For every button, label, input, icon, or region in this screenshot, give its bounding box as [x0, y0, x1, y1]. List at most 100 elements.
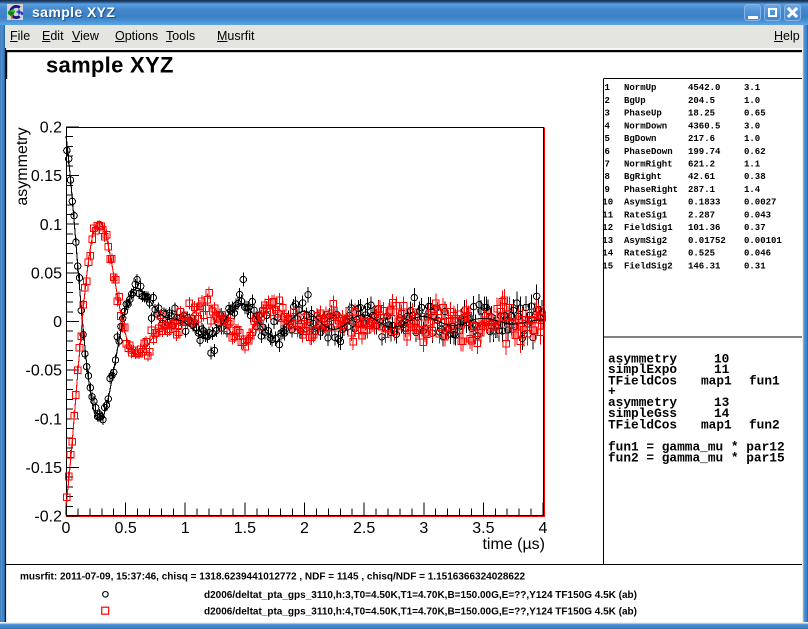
- svg-text:1.0: 1.0: [744, 134, 760, 144]
- svg-text:simpleGss: simpleGss: [608, 406, 677, 421]
- svg-text:BgUp: BgUp: [624, 96, 646, 106]
- svg-text:0.00101: 0.00101: [744, 236, 782, 246]
- svg-text:4: 4: [605, 121, 611, 131]
- svg-text:42.61: 42.61: [688, 172, 716, 182]
- svg-text:3.0: 3.0: [744, 121, 760, 131]
- svg-text:15: 15: [602, 261, 613, 271]
- svg-text:FieldSig2: FieldSig2: [624, 261, 673, 271]
- svg-text:2: 2: [300, 520, 309, 537]
- svg-text:1.1: 1.1: [744, 160, 761, 170]
- svg-text:-0.2: -0.2: [34, 509, 62, 526]
- svg-text:11: 11: [714, 362, 730, 377]
- svg-text:2.287: 2.287: [688, 210, 715, 220]
- svg-text:+: +: [608, 384, 616, 399]
- svg-text:18.25: 18.25: [688, 109, 715, 119]
- svg-text:0.0027: 0.0027: [744, 198, 776, 208]
- svg-text:simplExpo: simplExpo: [608, 362, 677, 377]
- svg-text:AsymSig1: AsymSig1: [624, 198, 668, 208]
- svg-text:204.5: 204.5: [688, 96, 715, 106]
- svg-text:-0.15: -0.15: [26, 460, 63, 477]
- svg-text:0.043: 0.043: [744, 210, 771, 220]
- svg-text:FieldSig1: FieldSig1: [624, 223, 673, 233]
- svg-text:7: 7: [605, 160, 610, 170]
- svg-text:3.1: 3.1: [744, 83, 761, 93]
- svg-text:10: 10: [714, 351, 729, 366]
- svg-text:asymmetry: asymmetry: [14, 127, 31, 205]
- svg-text:9: 9: [605, 185, 610, 195]
- svg-text:621.2: 621.2: [688, 160, 715, 170]
- svg-text:199.74: 199.74: [688, 147, 721, 157]
- svg-text:0.1: 0.1: [40, 217, 62, 234]
- svg-text:PhaseUp: PhaseUp: [624, 109, 662, 119]
- svg-text:1: 1: [181, 520, 190, 537]
- svg-text:BgRight: BgRight: [624, 172, 662, 182]
- svg-text:TFieldCos: TFieldCos: [608, 417, 677, 432]
- svg-text:fun1 = gamma_mu * par12: fun1 = gamma_mu * par12: [608, 440, 785, 455]
- svg-text:0.1833: 0.1833: [688, 198, 720, 208]
- svg-text:PhaseDown: PhaseDown: [624, 147, 673, 157]
- svg-text:RateSig2: RateSig2: [624, 249, 667, 259]
- svg-text:287.1: 287.1: [688, 185, 716, 195]
- svg-text:3: 3: [419, 520, 428, 537]
- svg-text:map1: map1: [701, 417, 732, 432]
- svg-text:0.05: 0.05: [31, 265, 62, 282]
- svg-text:13: 13: [602, 236, 613, 246]
- svg-text:1.4: 1.4: [744, 185, 761, 195]
- svg-text:4360.5: 4360.5: [688, 121, 720, 131]
- svg-text:1.0: 1.0: [744, 96, 760, 106]
- svg-text:time (µs): time (µs): [482, 536, 545, 553]
- svg-text:0.65: 0.65: [744, 109, 766, 119]
- svg-text:d2006/deltat_pta_gps_3110,h:4,: d2006/deltat_pta_gps_3110,h:4,T0=4.50K,T…: [204, 606, 637, 617]
- svg-text:146.31: 146.31: [688, 261, 721, 271]
- svg-text:fun1: fun1: [749, 373, 780, 388]
- svg-text:0.37: 0.37: [744, 223, 766, 233]
- svg-text:fun2 = gamma_mu * par15: fun2 = gamma_mu * par15: [608, 451, 785, 466]
- svg-text:4: 4: [539, 520, 548, 537]
- svg-text:PhaseRight: PhaseRight: [624, 185, 678, 195]
- svg-text:14: 14: [714, 406, 730, 421]
- svg-text:101.36: 101.36: [688, 223, 720, 233]
- svg-text:11: 11: [602, 210, 613, 220]
- svg-text:3.5: 3.5: [472, 520, 494, 537]
- svg-text:0.62: 0.62: [744, 147, 766, 157]
- svg-text:fun2: fun2: [749, 417, 780, 432]
- svg-text:TFieldCos: TFieldCos: [608, 373, 677, 388]
- svg-text:0.2: 0.2: [40, 120, 62, 137]
- svg-text:-0.05: -0.05: [26, 363, 63, 380]
- svg-text:0.31: 0.31: [744, 261, 766, 271]
- svg-text:14: 14: [602, 249, 613, 259]
- svg-text:2.5: 2.5: [353, 520, 375, 537]
- svg-text:RateSig1: RateSig1: [624, 210, 668, 220]
- svg-text:NormRight: NormRight: [624, 160, 673, 170]
- svg-text:217.6: 217.6: [688, 134, 715, 144]
- svg-text:0.01752: 0.01752: [688, 236, 726, 246]
- svg-text:10: 10: [602, 198, 613, 208]
- svg-text:1: 1: [605, 83, 611, 93]
- svg-text:asymmetry: asymmetry: [608, 395, 677, 410]
- svg-text:0: 0: [62, 520, 71, 537]
- svg-text:12: 12: [602, 223, 613, 233]
- svg-text:0.38: 0.38: [744, 172, 766, 182]
- svg-text:2: 2: [605, 96, 610, 106]
- svg-text:1.5: 1.5: [234, 520, 256, 537]
- svg-text:0.15: 0.15: [31, 168, 62, 185]
- svg-text:NormDown: NormDown: [624, 121, 667, 131]
- svg-text:NormUp: NormUp: [624, 83, 656, 93]
- svg-text:4542.0: 4542.0: [688, 83, 720, 93]
- svg-text:5: 5: [605, 134, 610, 144]
- svg-text:0.525: 0.525: [688, 249, 715, 259]
- svg-text:map1: map1: [701, 373, 732, 388]
- svg-text:13: 13: [714, 395, 730, 410]
- svg-text:-0.1: -0.1: [34, 411, 62, 428]
- svg-text:0.5: 0.5: [114, 520, 136, 537]
- svg-text:sample XYZ: sample XYZ: [46, 53, 174, 78]
- svg-text:d2006/deltat_pta_gps_3110,h:3,: d2006/deltat_pta_gps_3110,h:3,T0=4.50K,T…: [204, 590, 637, 601]
- svg-text:3: 3: [605, 109, 610, 119]
- svg-text:AsymSig2: AsymSig2: [624, 236, 667, 246]
- svg-text:BgDown: BgDown: [624, 134, 656, 144]
- svg-text:6: 6: [605, 147, 610, 157]
- svg-text:8: 8: [605, 172, 610, 182]
- svg-text:0.046: 0.046: [744, 249, 771, 259]
- svg-text:musrfit: 2011-07-09, 15:37:46,: musrfit: 2011-07-09, 15:37:46, chisq = 1…: [20, 572, 526, 583]
- svg-text:asymmetry: asymmetry: [608, 351, 677, 366]
